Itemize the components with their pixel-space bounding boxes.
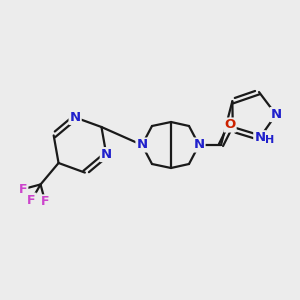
- Text: N: N: [194, 139, 205, 152]
- Text: F: F: [41, 195, 50, 208]
- Text: N: N: [270, 108, 282, 121]
- Text: O: O: [224, 118, 236, 131]
- Text: H: H: [265, 135, 274, 145]
- Text: N: N: [70, 111, 81, 124]
- Text: N: N: [101, 148, 112, 161]
- Text: F: F: [19, 183, 27, 196]
- Text: N: N: [254, 131, 266, 144]
- Text: F: F: [27, 194, 36, 206]
- Text: N: N: [136, 139, 148, 152]
